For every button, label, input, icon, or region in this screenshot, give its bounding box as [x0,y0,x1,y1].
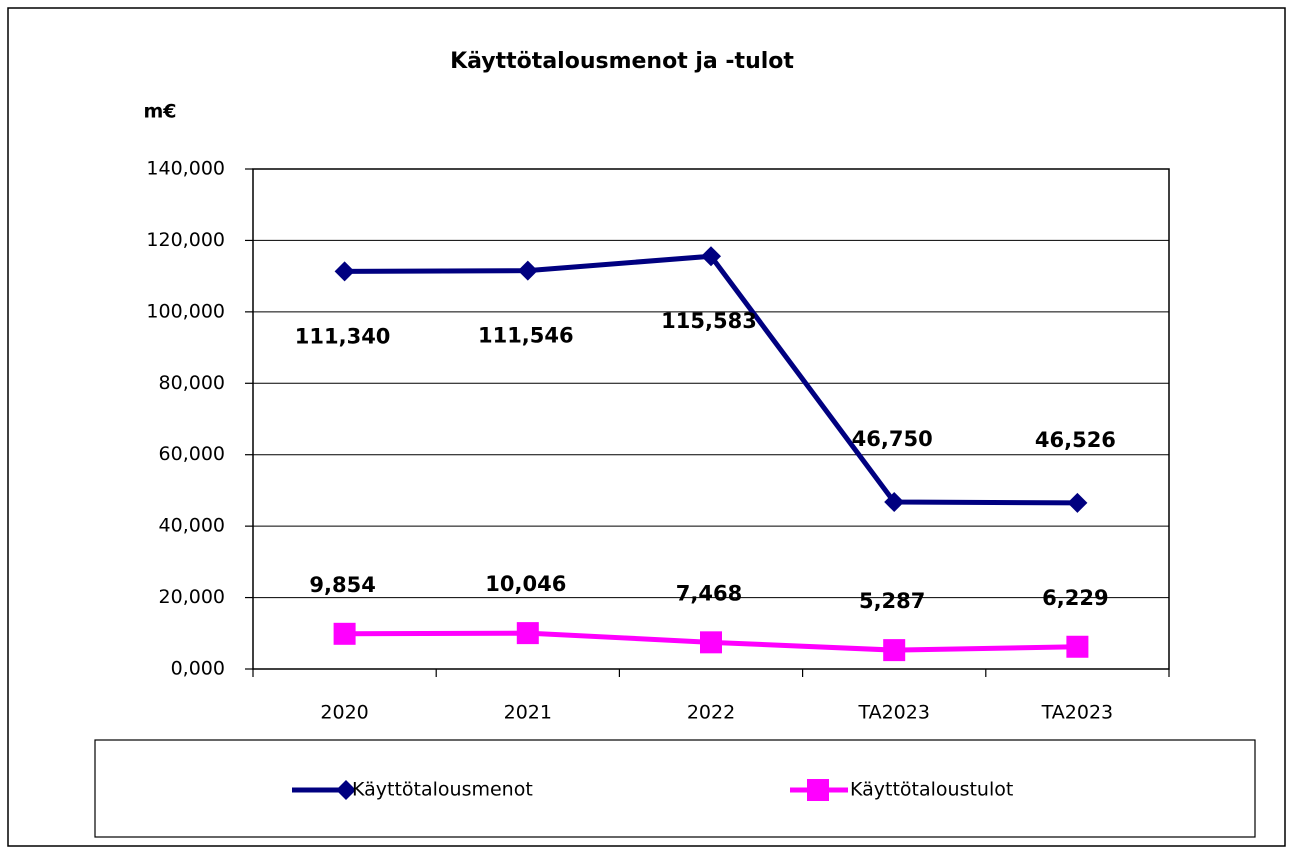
x-tick-label: 2021 [504,702,552,724]
y-tick-label: 20,000 [159,586,225,608]
data-label: 9,854 [309,573,375,597]
y-tick-label: 80,000 [159,372,225,394]
x-tick-label: TA2023 [857,702,929,724]
data-point [884,492,905,513]
data-label: 7,468 [676,581,742,605]
chart-border [7,7,1286,847]
y-tick-label: 60,000 [159,443,225,465]
legend-label: Käyttötaloustulot [850,779,1013,801]
data-point [1066,635,1089,658]
legend-box [94,739,1256,838]
data-point [1067,492,1088,513]
legend-label: Käyttötalousmenot [352,779,533,801]
y-axis-label: m€ [143,101,176,123]
y-tick-label: 100,000 [146,300,225,322]
y-tick-label: 40,000 [159,515,225,537]
data-label: 111,340 [295,324,391,348]
data-label: 10,046 [485,572,566,596]
data-point [701,246,721,267]
x-tick-label: 2020 [320,702,368,724]
data-label: 5,287 [859,589,925,613]
data-label: 111,546 [478,324,574,348]
x-tick-label: 2022 [687,702,735,724]
data-label: 46,526 [1035,428,1116,452]
data-point [516,622,539,645]
data-label: 115,583 [661,309,757,333]
data-label: 6,229 [1042,586,1108,610]
data-point [517,260,538,281]
data-label: 46,750 [852,427,933,451]
chart-title: Käyttötalousmenot ja -tulot [450,49,794,74]
y-tick-label: 0,000 [171,658,225,680]
y-tick-label: 140,000 [146,158,225,180]
data-point [334,261,355,282]
x-tick-label: TA2023 [1041,702,1113,724]
data-point [333,622,356,645]
data-point [883,639,906,662]
legend-marker [336,780,356,800]
legend-marker [807,779,829,801]
y-tick-label: 120,000 [146,229,225,251]
data-point [700,631,722,654]
